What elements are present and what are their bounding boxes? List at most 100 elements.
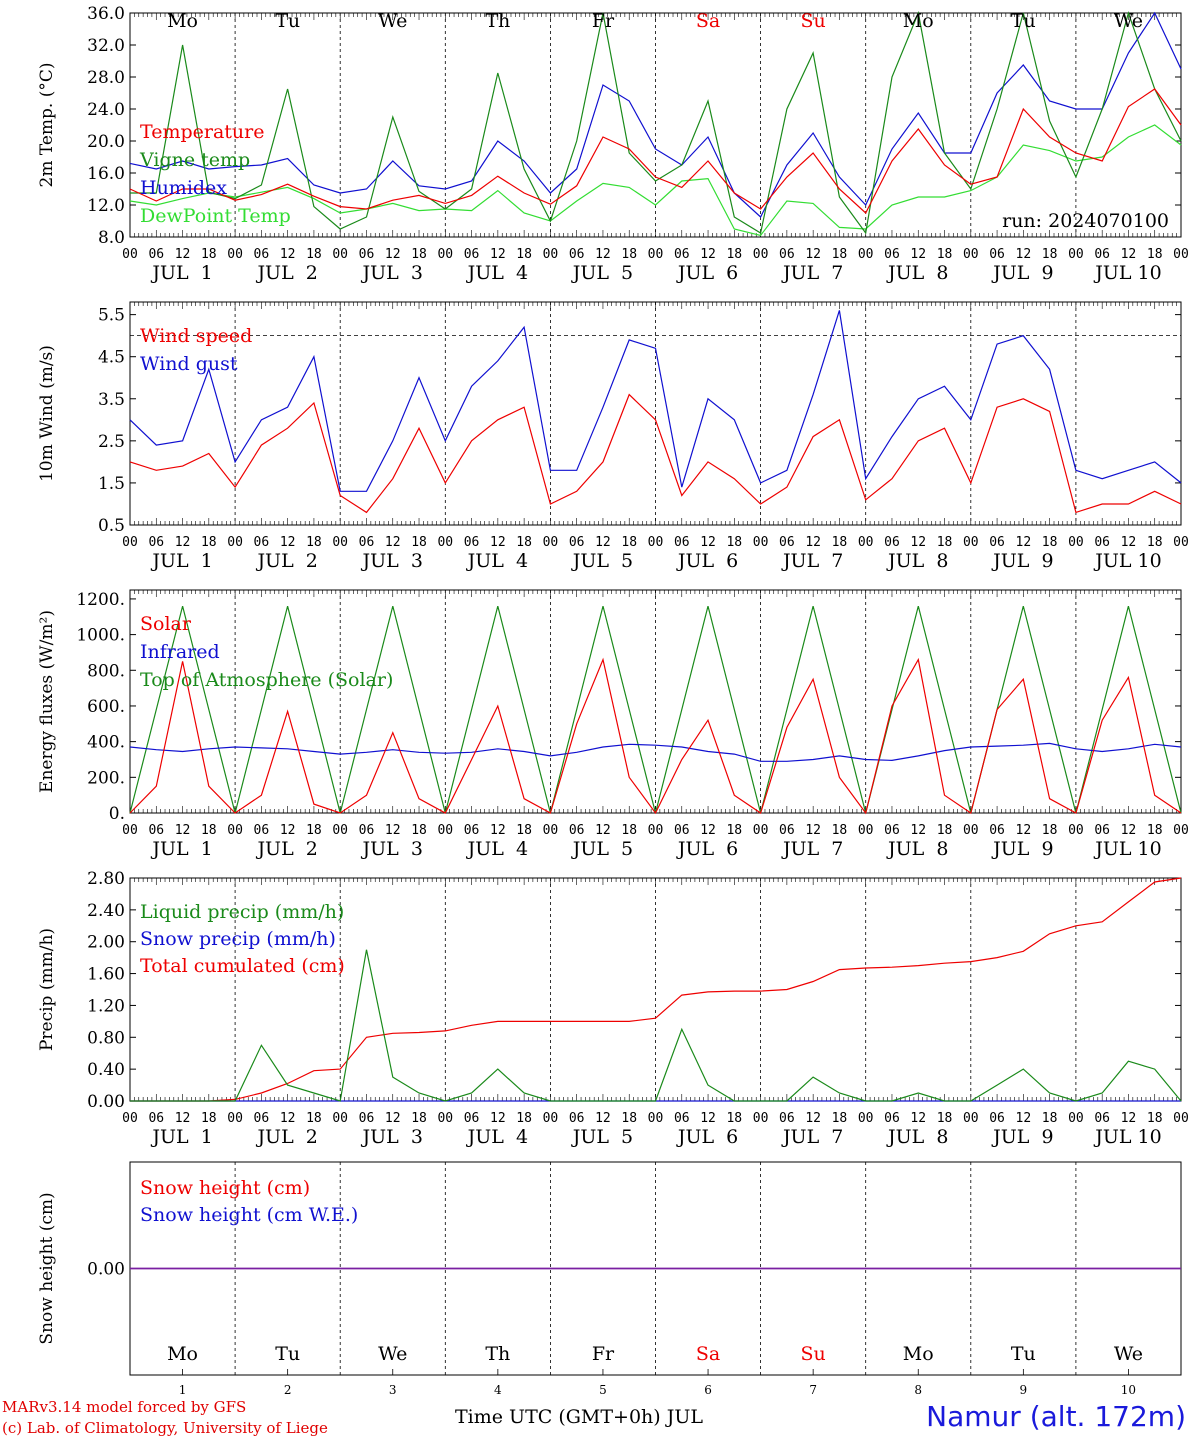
hour-label: 12 [280,1111,296,1126]
station-name: Namur (alt. 172m) [926,1400,1186,1433]
date-label: JUL 4 [466,838,528,860]
hour-label: 00 [122,1111,138,1126]
hour-label: 06 [359,823,375,838]
hour-label: 12 [700,823,716,838]
y-tick-label: 12.0 [87,196,125,216]
series-line [129,124,1182,237]
weekday-label: Mo [167,10,198,32]
y-axis-title: Snow height (cm) [37,1192,57,1344]
hour-label: 00 [963,535,979,550]
hour-label: 00 [543,535,559,550]
legend-label: Snow precip (mm/h) [140,928,336,950]
hour-label: 12 [175,247,191,262]
date-label: JUL 2 [255,838,317,860]
date-label: JUL 5 [571,262,633,284]
hour-label: 06 [1094,247,1110,262]
date-label: JUL 8 [886,550,948,572]
hour-label: 06 [569,535,585,550]
hour-label: 12 [490,247,506,262]
y-tick-label: 32.0 [87,36,125,56]
date-label: JUL 10 [1093,550,1161,572]
hour-label: 18 [516,535,532,550]
weekday-label: We [378,1343,407,1365]
hour-label: 12 [175,823,191,838]
hour-label: 18 [1147,1111,1163,1126]
hour-label: 00 [1068,247,1084,262]
date-label: JUL 2 [255,262,317,284]
hour-label: 18 [1147,535,1163,550]
legend-label: Snow height (cm W.E.) [140,1204,358,1226]
hour-label: 12 [1121,823,1137,838]
legend-label: Solar [140,613,192,635]
date-label: JUL 3 [361,550,423,572]
hour-label: 12 [700,1111,716,1126]
hour-label: 00 [227,535,243,550]
hour-label: 12 [1016,247,1032,262]
day-number-label: 4 [494,1383,502,1395]
hour-label: 06 [569,823,585,838]
weekday-label: Tu [275,10,300,32]
weekday-label: Sa [696,10,720,32]
y-axis-title: Precip (mm/h) [37,928,57,1051]
weekday-label: Mo [903,1343,934,1365]
hour-label: 12 [595,247,611,262]
date-label: JUL 6 [676,550,738,572]
y-tick-label: 400. [87,733,125,753]
legend-label: Top of Atmosphere (Solar) [140,669,393,691]
date-label: JUL 9 [991,838,1053,860]
y-tick-label: 2.5 [98,432,125,452]
hour-label: 18 [1042,823,1058,838]
hour-label: 12 [490,535,506,550]
y-tick-label: 0.80 [87,1028,125,1048]
weekday-label: We [1114,10,1143,32]
hour-label: 12 [805,535,821,550]
hour-label: 12 [595,823,611,838]
hour-label: 00 [122,535,138,550]
weekday-label: Su [801,10,826,32]
hour-label: 12 [490,823,506,838]
hour-label: 12 [280,535,296,550]
hour-label: 00 [1173,535,1189,550]
hour-label: 06 [989,535,1005,550]
date-label: JUL 9 [991,262,1053,284]
y-tick-label: 1200. [76,590,125,610]
hour-label: 18 [1147,823,1163,838]
hour-label: 12 [1016,535,1032,550]
date-label: JUL 3 [361,1126,423,1148]
series-line [129,11,1182,218]
hour-label: 18 [306,823,322,838]
weekday-label: Fr [592,10,615,32]
hour-label: 06 [779,823,795,838]
date-label: JUL 9 [991,550,1053,572]
date-label: JUL 8 [886,262,948,284]
day-number-label: 2 [284,1383,292,1395]
hour-label: 12 [805,823,821,838]
date-label: JUL 10 [1093,1126,1161,1148]
day-number-label: 3 [389,1383,397,1395]
series-line [129,88,1182,214]
hour-label: 00 [1068,823,1084,838]
hour-label: 06 [884,823,900,838]
y-axis-title: Energy fluxes (W/m²) [37,610,57,793]
hour-label: 18 [516,823,532,838]
y-tick-label: 1.20 [87,996,125,1016]
date-label: JUL 3 [361,838,423,860]
legend-label: Temperature [140,121,264,143]
hour-label: 18 [201,1111,217,1126]
hour-label: 06 [359,247,375,262]
series-line [129,657,1182,815]
date-label: JUL 4 [466,550,528,572]
hour-label: 12 [1121,535,1137,550]
y-tick-label: 36.0 [87,4,125,24]
hour-label: 00 [753,1111,769,1126]
date-label: JUL 2 [255,550,317,572]
hour-label: 12 [385,535,401,550]
hour-label: 18 [516,1111,532,1126]
hour-label: 06 [1094,535,1110,550]
hour-label: 00 [1173,1111,1189,1126]
hour-label: 00 [332,247,348,262]
hour-label: 12 [910,1111,926,1126]
hour-label: 18 [621,535,637,550]
hour-label: 00 [437,1111,453,1126]
hour-label: 06 [569,1111,585,1126]
